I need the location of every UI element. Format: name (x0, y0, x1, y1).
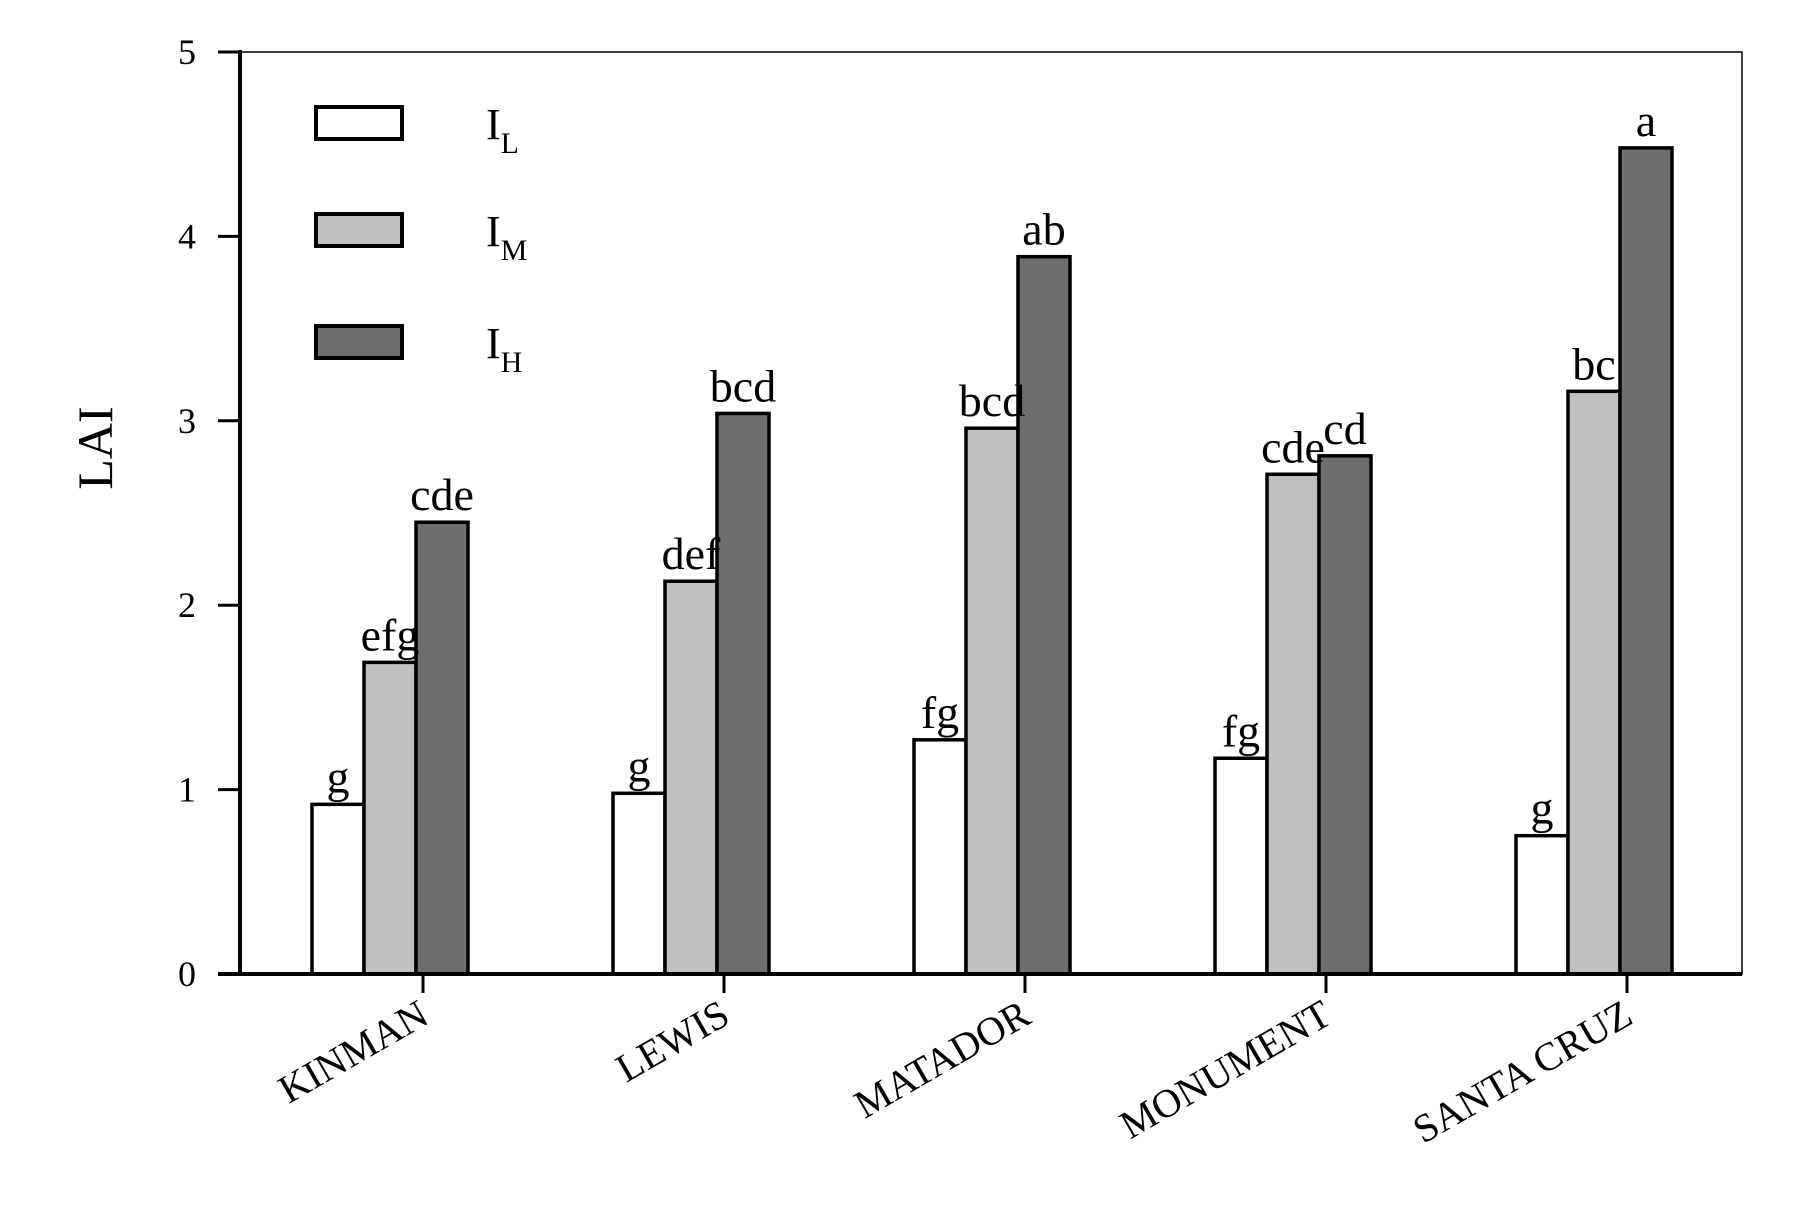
legend-label-main-i-h: I (486, 319, 501, 368)
bar-i-m-2 (964, 426, 1020, 976)
legend-label-i-h: IH (486, 319, 522, 379)
y-ticks-layer: 0 1 2 3 4 5 (178, 32, 240, 994)
bar-i-m-1 (663, 579, 719, 976)
bar-i-l-1 (611, 791, 667, 976)
bar-i-l-2 (912, 738, 968, 976)
sig-label-i-m-2: bcd (959, 375, 1025, 426)
sig-label-i-h-4: a (1636, 95, 1656, 146)
sig-label-i-l-3: fg (1222, 705, 1260, 756)
sig-label-i-h-2: ab (1022, 204, 1065, 255)
axes-layer (218, 50, 1742, 976)
legend-label-sub-i-m: M (501, 234, 528, 267)
sig-label-i-l-4: g (1531, 783, 1554, 834)
sig-label-i-l-2: fg (921, 687, 959, 738)
sig-label-i-m-1: def (662, 528, 721, 579)
legend-label-i-m: IM (486, 207, 527, 267)
y-tick-label-5: 5 (178, 32, 196, 72)
legend-label-sub-i-l: L (501, 127, 519, 160)
y-tick-label-2: 2 (178, 585, 196, 625)
y-axis-label: LAI (67, 406, 123, 489)
sig-label-i-h-0: cde (410, 469, 474, 520)
x-tick-label-3: MONUMENT (1112, 991, 1338, 1148)
legend-label-main-i-m: I (486, 207, 501, 256)
bar-i-l-4 (1514, 833, 1570, 976)
legend-label-sub-i-h: H (501, 346, 523, 379)
bar-i-h-4 (1618, 146, 1674, 976)
x-tick-label-4: SANTA CRUZ (1405, 991, 1639, 1152)
x-tick-label-2: MATADOR (846, 991, 1037, 1127)
sig-label-i-l-0: g (327, 751, 350, 802)
bar-i-l-0 (310, 802, 366, 976)
bar-i-m-3 (1265, 472, 1321, 976)
bar-i-m-4 (1566, 389, 1622, 976)
y-tick-label-1: 1 (178, 770, 196, 810)
x-ticks-layer: KINMAN LEWIS MATADOR MONUMENT SANTA CRUZ (271, 974, 1640, 1152)
legend-swatch-i-h (314, 324, 404, 360)
bar-i-m-0 (362, 660, 418, 976)
bar-i-h-2 (1016, 254, 1072, 976)
bar-i-h-1 (715, 411, 771, 976)
bars-layer (310, 146, 1674, 976)
sig-label-i-h-1: bcd (710, 360, 776, 411)
y-tick-label-4: 4 (178, 216, 196, 256)
legend-label-main-i-l: I (486, 100, 501, 149)
bar-i-h-0 (414, 520, 470, 976)
sig-label-i-m-3: cde (1261, 421, 1325, 472)
y-tick-label-3: 3 (178, 401, 196, 441)
bar-i-l-3 (1213, 756, 1269, 976)
legend-swatch-i-m (314, 212, 404, 248)
sig-label-i-m-4: bc (1572, 338, 1615, 389)
sig-label-i-m-0: efg (361, 609, 420, 660)
x-tick-label-0: KINMAN (271, 991, 436, 1112)
y-tick-label-0: 0 (178, 954, 196, 994)
sig-label-i-l-1: g (628, 740, 651, 791)
legend-label-i-l: IL (486, 100, 519, 160)
x-tick-label-1: LEWIS (608, 991, 736, 1091)
sig-label-i-h-3: cd (1323, 403, 1366, 454)
legend-swatch-i-l (314, 105, 404, 141)
bar-i-h-3 (1317, 454, 1373, 976)
